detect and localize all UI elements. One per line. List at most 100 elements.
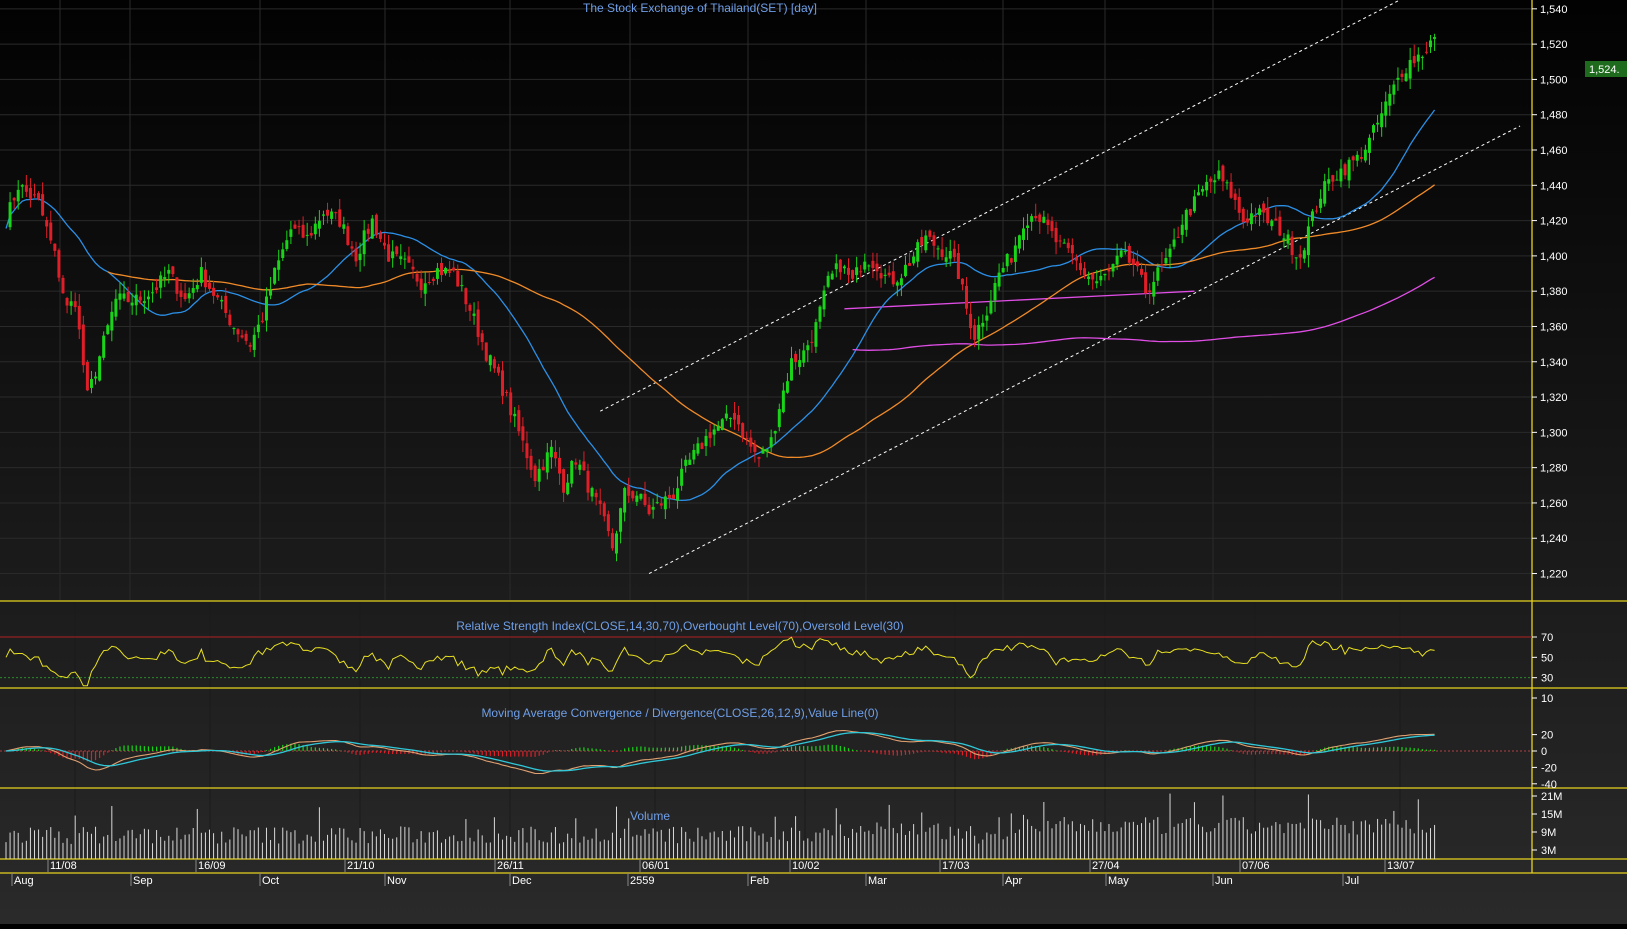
last-price-label: 1,524. [1589, 64, 1620, 76]
date-label: 17/03 [942, 860, 970, 872]
month-label: Dec [512, 875, 532, 887]
candle-body [1286, 234, 1290, 244]
candle-body [582, 461, 586, 471]
candle-body [521, 426, 525, 441]
candle-body [155, 287, 159, 291]
volume-title: Volume [630, 809, 670, 823]
candle-body [183, 293, 187, 300]
candle-body [464, 288, 468, 305]
candle-body [1266, 207, 1270, 224]
candle-body [1315, 210, 1319, 212]
price-panel[interactable]: The Stock Exchange of Thailand(SET) [day… [5, 0, 1627, 581]
candle-body [842, 266, 846, 269]
candle-body [326, 209, 330, 216]
candle-body [342, 224, 346, 229]
candle-body [427, 282, 431, 284]
candle-body [1424, 51, 1428, 53]
volume-tick-label: 15M [1541, 809, 1562, 821]
candle-body [228, 314, 232, 326]
candle-body [639, 493, 643, 499]
candle-body [411, 266, 415, 270]
candle-body [151, 292, 155, 294]
candle-body [720, 419, 724, 430]
rsi-levels [0, 636, 1532, 679]
candle-body [965, 285, 969, 309]
candle-body [37, 193, 41, 199]
candle-body [997, 272, 1001, 287]
price-tick-label: 1,280 [1540, 463, 1568, 475]
volume-panel[interactable]: Volume 3M 9M 15M 21M [5, 791, 1562, 859]
candle-body [20, 185, 24, 187]
candle-body [354, 248, 358, 262]
candle-body [69, 301, 73, 306]
candle-body [472, 313, 476, 316]
candle-body [57, 250, 61, 278]
candle-body [993, 282, 997, 301]
candle-body [517, 410, 521, 432]
candle-body [1367, 137, 1371, 153]
candle-body [615, 533, 618, 554]
candle-body [1416, 54, 1420, 62]
candle-body [1022, 228, 1025, 240]
candle-body [488, 355, 492, 366]
candle-body [61, 277, 65, 294]
candle-body [1148, 290, 1152, 292]
candle-body [549, 446, 553, 458]
rsi-panel[interactable]: Relative Strength Index(CLOSE,14,30,70),… [0, 619, 1553, 705]
moving-averages [5, 109, 1436, 502]
candle-body [415, 273, 419, 282]
candle-body [444, 267, 448, 274]
price-tick-label: 1,360 [1540, 321, 1568, 333]
candle-body [1327, 179, 1331, 184]
candle-body [663, 496, 667, 510]
month-label: Jun [1215, 875, 1233, 887]
candle-body [680, 468, 684, 486]
rsi-axis: 10 30 50 70 [1532, 632, 1553, 705]
candle-body [1107, 269, 1111, 272]
macd-panel[interactable]: Moving Average Convergence / Divergence(… [0, 706, 1557, 791]
candle-body [1078, 263, 1082, 271]
candle-body [936, 248, 940, 250]
candle-body [903, 264, 907, 277]
candle-body [562, 469, 566, 493]
candle-body [924, 235, 928, 251]
candle-body [586, 470, 590, 493]
candle-body [810, 341, 814, 343]
candle-body [232, 327, 236, 329]
candle-body [895, 282, 899, 286]
candle-body [692, 449, 696, 460]
candle-body [704, 435, 708, 447]
candle-body [252, 334, 256, 350]
date-label: 06/01 [642, 860, 670, 872]
candle-body [553, 451, 557, 459]
candle-body [130, 302, 134, 306]
candle-body [1074, 257, 1078, 261]
candle-body [41, 194, 45, 216]
macd-tick-label: -20 [1541, 762, 1557, 774]
candle-body [220, 299, 224, 302]
candle-body [1054, 227, 1058, 243]
candle-body [773, 431, 777, 434]
candle-body [887, 272, 891, 276]
candle-body [297, 226, 301, 228]
candle-body [256, 324, 260, 333]
candle-body [350, 246, 354, 249]
price-tick-label: 1,500 [1540, 74, 1568, 86]
candle-body [65, 297, 69, 306]
candle-body [146, 296, 150, 300]
candle-body [163, 277, 167, 279]
candle-body [423, 283, 427, 294]
candle-body [321, 214, 325, 216]
candle-body [114, 298, 118, 317]
candle-body [578, 464, 582, 470]
candle-body [452, 267, 456, 271]
candle-body [741, 423, 745, 438]
candle-body [1152, 281, 1156, 297]
candle-body [574, 462, 578, 465]
candle-body [700, 443, 704, 449]
candle-body [1131, 258, 1135, 265]
price-tick-label: 1,480 [1540, 110, 1568, 122]
candle-body [32, 194, 36, 196]
candle-body [1323, 181, 1327, 204]
